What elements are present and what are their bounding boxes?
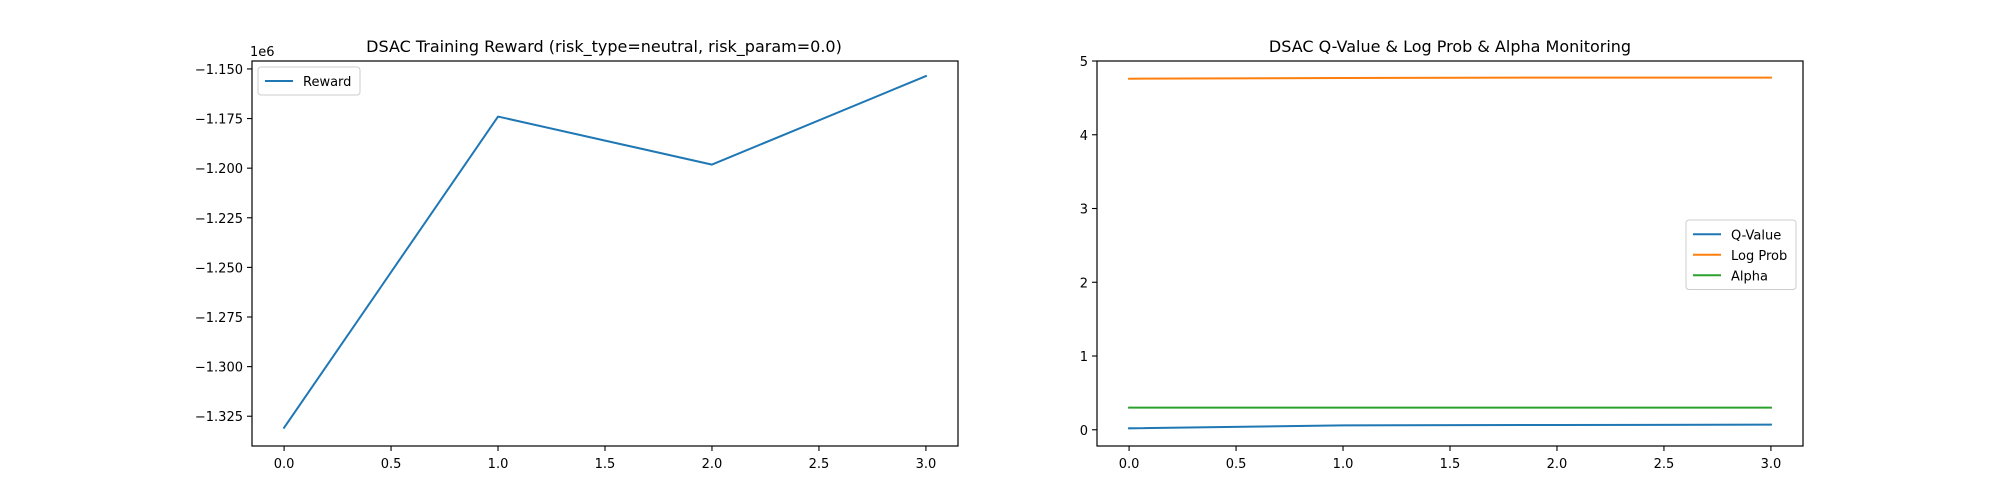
- monitoring-x-ticks: 0.0 0.5 1.0 1.5 2.0 2.5 3.0: [1119, 446, 1782, 472]
- monitoring-x-tick-label: 0.5: [1226, 457, 1247, 472]
- monitoring-x-tick-label: 2.0: [1547, 457, 1568, 472]
- reward-series-reward-line: [282, 74, 928, 430]
- reward-y-tick-label: −1.175: [195, 113, 243, 128]
- reward-y-ticks: −1.325 −1.300 −1.275 −1.250 −1.225 −1.200 −1.1…: [195, 63, 252, 425]
- monitoring-x-tick-label: 0.0: [1119, 457, 1140, 472]
- reward-y-offset-label: 1e6: [250, 45, 275, 60]
- monitoring-series-log-prob-line: [1128, 76, 1772, 80]
- monitoring-y-tick-label: 2: [1080, 276, 1088, 291]
- reward-x-tick-label: 1.5: [595, 457, 616, 472]
- monitoring-legend-frame: [1685, 219, 1797, 290]
- reward-chart: DSAC Training Reward (risk_type=neutral,…: [195, 37, 959, 472]
- monitoring-legend-label-q-value: Q-Value: [1731, 228, 1781, 243]
- reward-y-tick-label: −1.275: [195, 311, 243, 326]
- reward-y-tick-label: −1.325: [195, 410, 243, 425]
- monitoring-series-q-value-line: [1128, 423, 1772, 430]
- monitoring-y-tick-label: 0: [1080, 424, 1088, 439]
- monitoring-y-tick-label: 3: [1080, 203, 1088, 218]
- reward-y-tick-label: −1.300: [195, 361, 243, 376]
- reward-x-tick-label: 3.0: [916, 457, 937, 472]
- reward-y-tick-label: −1.250: [195, 261, 243, 276]
- monitoring-y-tick-label: 5: [1080, 55, 1088, 70]
- monitoring-y-tick-label: 1: [1080, 350, 1088, 365]
- monitoring-chart: DSAC Q-Value & Log Prob & Alpha Monitori…: [1080, 37, 1804, 472]
- reward-y-tick-label: −1.225: [195, 212, 243, 227]
- monitoring-series-layer: [1128, 76, 1772, 430]
- reward-legend: Reward: [257, 66, 361, 96]
- reward-y-tick-label: −1.150: [195, 63, 243, 78]
- reward-x-tick-label: 0.5: [381, 457, 402, 472]
- monitoring-x-tick-label: 1.0: [1333, 457, 1354, 472]
- monitoring-x-tick-label: 1.5: [1440, 457, 1461, 472]
- monitoring-legend: Q-Value Log Prob Alpha: [1685, 219, 1797, 290]
- reward-x-tick-label: 1.0: [488, 457, 509, 472]
- monitoring-x-tick-label: 2.5: [1654, 457, 1675, 472]
- reward-series-layer: [282, 74, 928, 430]
- reward-x-tick-label: 2.0: [702, 457, 723, 472]
- monitoring-legend-label-log-prob: Log Prob: [1731, 249, 1787, 264]
- reward-x-tick-label: 0.0: [274, 457, 295, 472]
- monitoring-y-tick-label: 4: [1080, 129, 1088, 144]
- reward-x-tick-label: 2.5: [809, 457, 830, 472]
- reward-chart-title: DSAC Training Reward (risk_type=neutral,…: [366, 37, 842, 57]
- reward-legend-frame: [257, 66, 361, 96]
- reward-y-tick-label: −1.200: [195, 162, 243, 177]
- monitoring-legend-label-alpha: Alpha: [1731, 269, 1768, 284]
- monitoring-chart-title: DSAC Q-Value & Log Prob & Alpha Monitori…: [1269, 37, 1631, 56]
- reward-x-ticks: 0.0 0.5 1.0 1.5 2.0 2.5 3.0: [274, 446, 937, 472]
- monitoring-x-tick-label: 3.0: [1761, 457, 1782, 472]
- monitoring-y-ticks: 0 1 2 3 4 5: [1080, 55, 1097, 439]
- reward-legend-label-reward: Reward: [303, 75, 351, 90]
